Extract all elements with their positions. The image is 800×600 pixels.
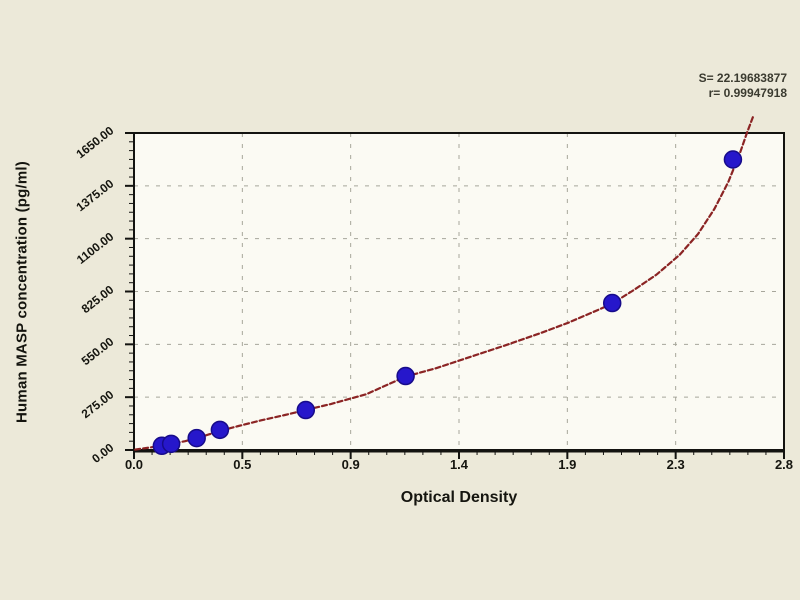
x-tick-label: 0.5: [233, 457, 252, 472]
stat-standard-error: S= 22.19683877: [698, 71, 787, 85]
x-tick-label: 1.9: [558, 457, 577, 472]
x-axis-title: Optical Density: [400, 489, 518, 506]
y-axis-title: Human MASP concentration (pg/ml): [13, 161, 31, 423]
data-point: [296, 400, 316, 420]
x-tick-label: 1.4: [449, 457, 469, 472]
data-point: [396, 366, 415, 386]
data-point: [161, 434, 181, 454]
stat-correlation: r= 0.99947918: [708, 86, 787, 100]
data-point: [723, 150, 743, 169]
x-tick-label: 0.0: [124, 457, 144, 472]
x-tick-label: 2.8: [774, 457, 794, 472]
data-point: [187, 428, 206, 448]
fit-curve: [134, 113, 755, 451]
data-point: [210, 420, 230, 440]
data-point: [602, 293, 622, 313]
x-tick-label: 0.9: [341, 457, 360, 472]
fit-statistics: S= 22.19683877 r= 0.99947918: [699, 71, 787, 101]
x-tick-label: 2.3: [666, 457, 685, 472]
